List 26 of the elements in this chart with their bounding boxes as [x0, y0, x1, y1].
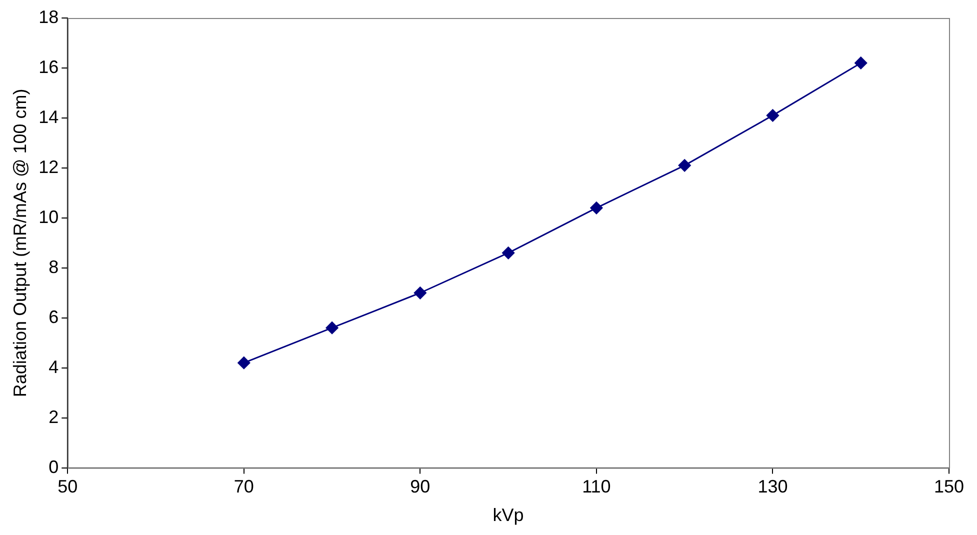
point	[502, 246, 515, 260]
y-tick-label: 0	[48, 456, 59, 477]
x-tick-label: 50	[58, 476, 78, 497]
point	[414, 286, 426, 300]
y-tick-label: 6	[48, 306, 59, 327]
point	[678, 159, 691, 172]
y-tick-label: 8	[48, 256, 59, 277]
y-tick-label: 16	[38, 56, 59, 77]
point	[854, 56, 868, 70]
x-tick-label: 70	[234, 476, 254, 497]
y-tick-label: 10	[38, 206, 59, 227]
point	[766, 109, 779, 122]
x-tick-label: 150	[934, 476, 964, 497]
y-tick-label: 14	[38, 106, 59, 127]
point	[326, 322, 338, 334]
point	[238, 356, 250, 370]
y-axis-title: Radiation Output (mR/mAs @ 100 cm)	[10, 88, 30, 398]
x-axis-title: kVp	[492, 505, 524, 526]
y-tick-label: 12	[38, 156, 59, 177]
point	[590, 202, 603, 214]
y-tick-label: 18	[38, 6, 59, 27]
y-tick-label: 4	[48, 356, 59, 377]
x-tick-label: 90	[410, 476, 430, 497]
x-tick-label: 110	[582, 476, 611, 497]
y-tick-label: 2	[48, 406, 59, 427]
x-tick-label: 130	[758, 476, 788, 497]
